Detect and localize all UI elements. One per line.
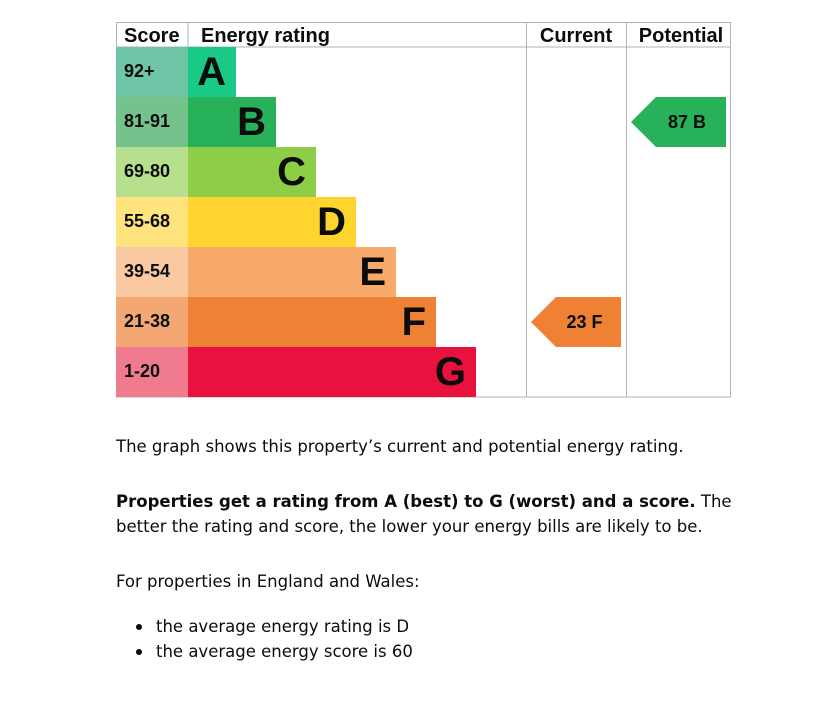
rating-bar-g [188, 347, 476, 397]
score-range-label: 21-38 [124, 311, 170, 331]
score-cell-e [116, 247, 188, 297]
potential-rating-label: 87 B [668, 112, 706, 132]
score-cell-g [116, 347, 188, 397]
score-range-label: 55-68 [124, 211, 170, 231]
region-text: For properties in England and Wales: [116, 572, 420, 591]
rating-explanation-bold: Properties get a rating from A (best) to… [116, 492, 696, 511]
rating-explanation: Properties get a rating from A (best) to… [116, 489, 736, 539]
rating-bands: 92+ A 81-91 B 69-80 C 55-68 D 39-54 E 21-38 F 1-20 G [116, 47, 476, 397]
list-item: the average energy score is 60 [116, 639, 413, 664]
averages-list: the average energy rating is D the avera… [116, 614, 413, 664]
rating-letter-c: C [277, 150, 306, 194]
rating-letter-b: B [237, 100, 266, 144]
score-cell-a [116, 47, 188, 97]
score-range-label: 92+ [124, 61, 155, 81]
header-energy-rating: Energy rating [201, 25, 330, 47]
score-cell-b [116, 97, 188, 147]
header-score: Score [124, 25, 180, 47]
score-range-label: 1-20 [124, 361, 160, 381]
potential-arrow [631, 97, 726, 147]
rating-explanation-rest: The better the rating and score, the low… [116, 492, 732, 536]
rating-arrows: 23 F 87 B [531, 97, 726, 347]
current-arrow [531, 297, 621, 347]
rating-bar-b [188, 97, 276, 147]
current-rating-label: 23 F [566, 312, 602, 332]
rating-letter-g: G [435, 350, 466, 394]
header-potential: Potential [639, 25, 723, 47]
energy-rating-chart: 92+ A81-91 B69-80 C55-68 D39-54 E21-38 F1-20 G … [116, 22, 731, 398]
rating-bar-f [188, 297, 436, 347]
rating-letter-e: E [359, 250, 386, 294]
rating-letter-d: D [317, 200, 346, 244]
rating-bar-e [188, 247, 396, 297]
header-current: Current [540, 25, 613, 47]
rating-bar-a [188, 47, 236, 97]
rating-bar-d [188, 197, 356, 247]
intro-text: The graph shows this property’s current … [116, 437, 684, 456]
score-range-label: 69-80 [124, 161, 170, 181]
list-item: the average energy rating is D [116, 614, 413, 639]
rating-letter-f: F [402, 300, 426, 344]
rating-letter-a: A [197, 50, 226, 94]
rating-bar-c [188, 147, 316, 197]
score-cell-d [116, 197, 188, 247]
score-cell-c [116, 147, 188, 197]
score-cell-f [116, 297, 188, 347]
score-range-label: 81-91 [124, 111, 170, 131]
score-range-label: 39-54 [124, 261, 170, 281]
